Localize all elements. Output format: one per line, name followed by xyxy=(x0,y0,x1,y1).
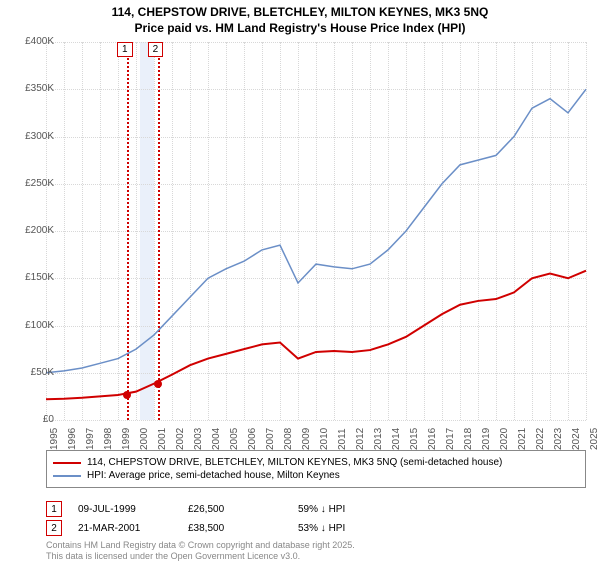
transaction-delta: 53% ↓ HPI xyxy=(298,523,408,534)
transaction-row: 1 09-JUL-1999 £26,500 59% ↓ HPI xyxy=(46,501,586,517)
credits-line-1: Contains HM Land Registry data © Crown c… xyxy=(46,540,355,551)
transaction-marker-1: 1 xyxy=(46,501,62,517)
transaction-date: 21-MAR-2001 xyxy=(78,523,188,534)
transaction-date: 09-JUL-1999 xyxy=(78,504,188,515)
legend-label: 114, CHEPSTOW DRIVE, BLETCHLEY, MILTON K… xyxy=(87,457,502,468)
title-line-1: 114, CHEPSTOW DRIVE, BLETCHLEY, MILTON K… xyxy=(0,4,600,20)
legend: 114, CHEPSTOW DRIVE, BLETCHLEY, MILTON K… xyxy=(46,450,586,488)
legend-swatch xyxy=(53,475,81,477)
transaction-price: £26,500 xyxy=(188,504,298,515)
transaction-price: £38,500 xyxy=(188,523,298,534)
legend-item-hpi: HPI: Average price, semi-detached house,… xyxy=(53,470,579,481)
plot: 12 xyxy=(46,42,586,420)
legend-label: HPI: Average price, semi-detached house,… xyxy=(87,470,340,481)
legend-swatch xyxy=(53,462,81,464)
chart-container: 114, CHEPSTOW DRIVE, BLETCHLEY, MILTON K… xyxy=(0,0,600,560)
legend-item-property: 114, CHEPSTOW DRIVE, BLETCHLEY, MILTON K… xyxy=(53,457,579,468)
transaction-marker-2: 2 xyxy=(46,520,62,536)
series-layer xyxy=(46,42,586,420)
title-line-2: Price paid vs. HM Land Registry's House … xyxy=(0,20,600,36)
chart-title: 114, CHEPSTOW DRIVE, BLETCHLEY, MILTON K… xyxy=(0,0,600,36)
transaction-delta: 59% ↓ HPI xyxy=(298,504,408,515)
transactions: 1 09-JUL-1999 £26,500 59% ↓ HPI 2 21-MAR… xyxy=(46,498,586,539)
transaction-row: 2 21-MAR-2001 £38,500 53% ↓ HPI xyxy=(46,520,586,536)
credits: Contains HM Land Registry data © Crown c… xyxy=(46,540,355,562)
